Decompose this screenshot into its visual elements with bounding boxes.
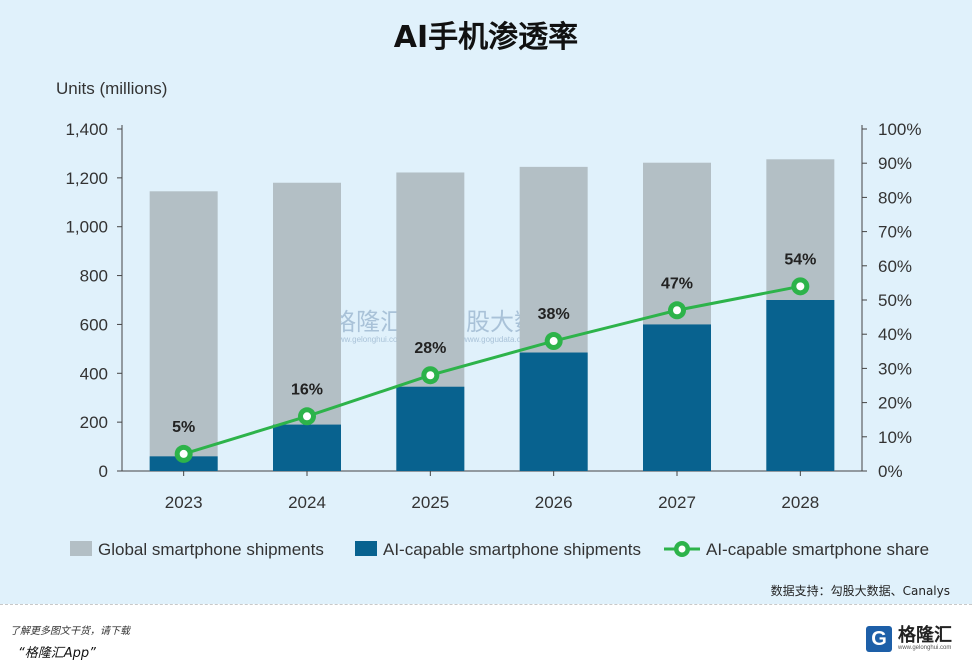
y2-tick-label: 80% (878, 188, 912, 207)
share-point-center (796, 282, 805, 291)
logo-g-icon: G (866, 626, 892, 652)
y2-tick-label: 100% (878, 120, 921, 139)
share-point-center (549, 337, 558, 346)
y-tick-label: 1,000 (65, 218, 108, 237)
y2-tick-label: 60% (878, 257, 912, 276)
footer-logo-url: www.gelonghui.com (898, 644, 952, 651)
y2-tick-label: 20% (878, 394, 912, 413)
x-tick-label: 2023 (165, 493, 203, 512)
y-axis-title: Units (millions) (56, 79, 167, 98)
chart-svg: G格隆汇www.gelonghui.com勾股大数据www.gogudata.c… (56, 79, 929, 559)
x-tick-label: 2025 (411, 493, 449, 512)
y2-tick-label: 40% (878, 325, 912, 344)
y2-tick-label: 10% (878, 428, 912, 447)
y-tick-label: 800 (80, 267, 108, 286)
share-point-center (673, 306, 681, 315)
bar-global-shipments (149, 191, 218, 472)
footer-logo-text: 格隆汇 (898, 624, 952, 646)
share-data-label: 28% (414, 340, 446, 357)
watermark-partner-url: www.gogudata.com (461, 335, 532, 344)
y-tick-label: 400 (80, 364, 108, 383)
bar-ai-shipments (643, 324, 711, 471)
y2-tick-label: 50% (878, 291, 912, 310)
legend-label-global: Global smartphone shipments (98, 540, 324, 559)
y2-tick-label: 90% (878, 154, 912, 173)
share-data-label: 54% (784, 251, 816, 268)
y2-tick-label: 70% (878, 223, 912, 242)
legend-label-ai: AI-capable smartphone shipments (383, 540, 641, 559)
x-tick-label: 2026 (535, 493, 573, 512)
footer-app-name: “格隆汇App” (18, 646, 96, 661)
footer-logo: G 格隆汇 www.gelonghui.com (866, 624, 952, 654)
chart-title: AI手机渗透率 (393, 20, 579, 55)
bar-ai-shipments (396, 386, 465, 471)
source-note: 数据支持：勾股大数据、Canalys (770, 584, 950, 598)
x-tick-label: 2024 (288, 493, 326, 512)
legend-label-share: AI-capable smartphone share (706, 540, 929, 559)
footer-divider (0, 604, 972, 605)
y-tick-label: 1,400 (65, 120, 108, 139)
share-data-label: 5% (172, 419, 195, 436)
bar-ai-shipments (149, 456, 218, 471)
x-tick-label: 2028 (781, 493, 819, 512)
bar-ai-shipments (273, 424, 341, 471)
share-point-center (426, 371, 435, 380)
y-tick-label: 0 (99, 462, 108, 481)
bar-ai-shipments (766, 300, 835, 471)
share-point-center (303, 412, 311, 421)
y2-tick-label: 0% (878, 462, 903, 481)
share-data-label: 47% (661, 275, 693, 292)
x-tick-label: 2027 (658, 493, 696, 512)
legend-swatch-global (70, 541, 92, 556)
bar-ai-shipments (519, 352, 588, 471)
footer-note: 了解更多图文干货，请下载 (10, 626, 130, 637)
legend-swatch-ai (355, 541, 377, 556)
y2-tick-label: 30% (878, 359, 912, 378)
legend-swatch-share-center (678, 545, 686, 553)
watermark-brand: 格隆汇 (332, 308, 404, 336)
y-tick-label: 600 (80, 315, 108, 334)
share-point-center (179, 449, 188, 458)
share-data-label: 16% (291, 381, 323, 398)
share-data-label: 38% (538, 306, 570, 323)
y-tick-label: 1,200 (65, 169, 108, 188)
share-line (183, 284, 801, 456)
y-tick-label: 200 (80, 413, 108, 432)
watermark-brand-url: www.gelonghui.com (332, 335, 404, 344)
